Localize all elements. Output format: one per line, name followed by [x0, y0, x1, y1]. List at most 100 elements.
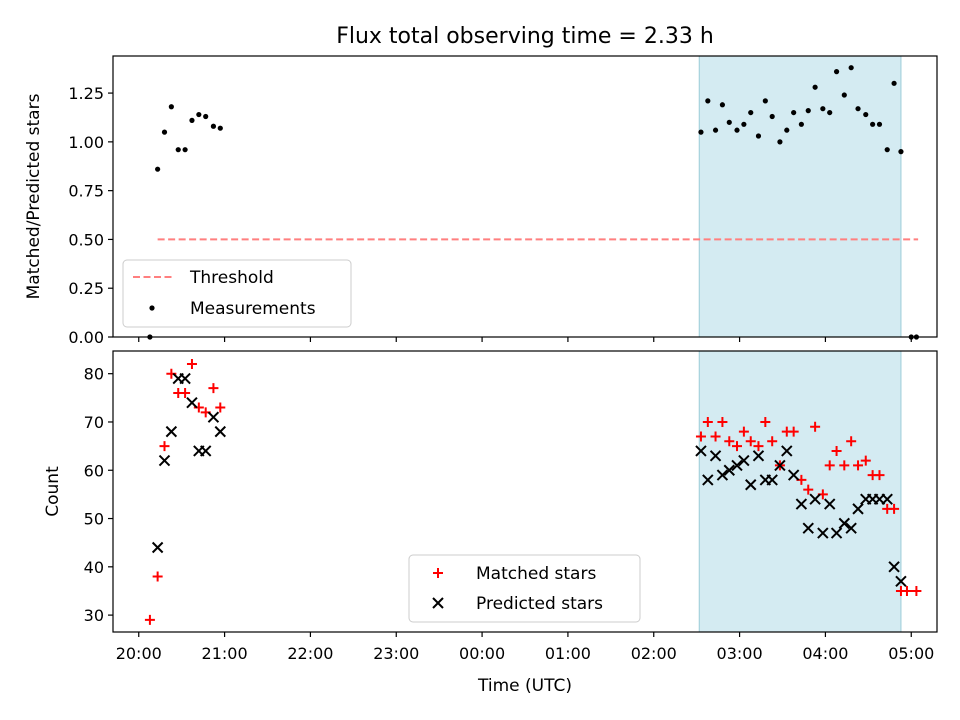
matched-point — [144, 614, 155, 625]
matched-point — [846, 436, 857, 447]
matched-point — [889, 503, 900, 514]
measurement-point — [712, 127, 719, 133]
matched-point — [839, 460, 850, 471]
legend-box — [408, 554, 641, 623]
measurement-point — [189, 117, 195, 123]
matched-point — [767, 436, 778, 447]
measurement-point — [726, 119, 732, 125]
predicted-point — [895, 575, 907, 588]
predicted-point — [809, 493, 821, 505]
measurement-point — [155, 166, 161, 172]
y-tick-label: 1.00 — [68, 133, 104, 152]
y-tick-label: 60 — [84, 461, 104, 480]
matched-point — [710, 431, 721, 442]
matched-point — [186, 359, 197, 370]
measurement-point — [705, 98, 711, 104]
matched-point — [180, 388, 191, 399]
predicted-point — [723, 464, 735, 476]
legend: Matched stars Predicted stars — [408, 554, 641, 623]
matched-point — [724, 436, 735, 447]
matched-point — [717, 416, 728, 427]
matched-point — [215, 402, 226, 413]
measurement-point — [884, 147, 890, 153]
matched-point — [152, 571, 163, 582]
measurement-point — [741, 121, 747, 127]
predicted-point — [151, 541, 164, 554]
measurement-point — [827, 109, 833, 116]
highlight-span — [698, 55, 902, 338]
matched-point — [753, 441, 764, 452]
predicted-point — [745, 479, 757, 491]
matched-point — [732, 441, 743, 452]
predicted-point — [845, 522, 857, 534]
x-tick-label: 21:00 — [202, 644, 248, 663]
measurement-point — [812, 84, 818, 90]
legend: Threshold Measurements — [122, 259, 352, 328]
y-tick-label: 0.00 — [68, 328, 104, 347]
legend-predicted-swatch — [432, 597, 444, 609]
x-tick-label: 20:00 — [116, 644, 162, 663]
predicted-point — [158, 454, 171, 467]
predicted-point — [214, 425, 226, 438]
y-tick-label: 0.50 — [68, 230, 104, 249]
measurement-point — [217, 125, 223, 131]
measurement-point — [748, 109, 754, 116]
x-axis-label: Time (UTC) — [477, 676, 572, 696]
measurement-point — [848, 65, 854, 71]
legend-measurement-label: Measurements — [190, 299, 316, 319]
y-tick-label: 70 — [84, 413, 104, 432]
legend-matched-swatch — [433, 568, 443, 578]
measurement-point — [196, 111, 202, 118]
predicted-point — [207, 411, 220, 423]
matched-point — [831, 445, 842, 456]
measurement-point — [719, 102, 726, 108]
measurement-point — [168, 104, 174, 110]
predicted-point — [186, 396, 198, 409]
matched-point — [702, 416, 713, 427]
x-tick-label: 23:00 — [373, 644, 419, 663]
measurement-point — [769, 113, 775, 120]
predicted-point — [709, 450, 722, 462]
matched-point — [745, 436, 756, 447]
measurement-point — [777, 139, 783, 145]
matched-point — [901, 585, 912, 596]
matched-point — [695, 431, 706, 442]
predicted-point — [888, 561, 900, 573]
matched-point — [738, 426, 749, 437]
plot-frame — [112, 55, 938, 338]
predicted-point — [852, 503, 864, 515]
measurement-point — [161, 129, 168, 135]
y-tick-label: 50 — [84, 510, 104, 529]
matched-point — [760, 416, 771, 427]
y-tick-label: 40 — [84, 558, 104, 577]
predicted-point — [830, 527, 843, 539]
predicted-point — [774, 459, 786, 472]
measurement-point — [784, 127, 790, 133]
matched-point — [911, 585, 922, 596]
measurement-point — [876, 121, 883, 127]
predicted-point — [795, 498, 808, 510]
series-measurements — [147, 65, 920, 340]
matched-point — [874, 470, 885, 481]
measurement-point — [755, 133, 762, 139]
measurement-point — [855, 106, 861, 112]
measurement-point — [798, 121, 804, 127]
matched-point — [166, 368, 177, 379]
legend-threshold-label: Threshold — [189, 268, 274, 288]
predicted-point — [179, 372, 191, 385]
legend-box — [122, 259, 352, 328]
y-tick-label: 1.25 — [68, 84, 104, 103]
chart-title: Flux total observing time = 2.33 h — [336, 24, 714, 49]
x-tick-label: 01:00 — [545, 644, 591, 663]
predicted-point — [716, 469, 729, 481]
matched-point — [810, 421, 821, 432]
legend-measurement-swatch — [149, 305, 155, 311]
measurement-point — [898, 149, 904, 155]
measurement-point — [762, 98, 768, 104]
x-tick-label: 05:00 — [888, 644, 934, 663]
plot-frame — [112, 350, 938, 633]
predicted-point — [838, 517, 851, 530]
measurement-point — [820, 106, 826, 112]
measurement-point — [203, 113, 209, 120]
